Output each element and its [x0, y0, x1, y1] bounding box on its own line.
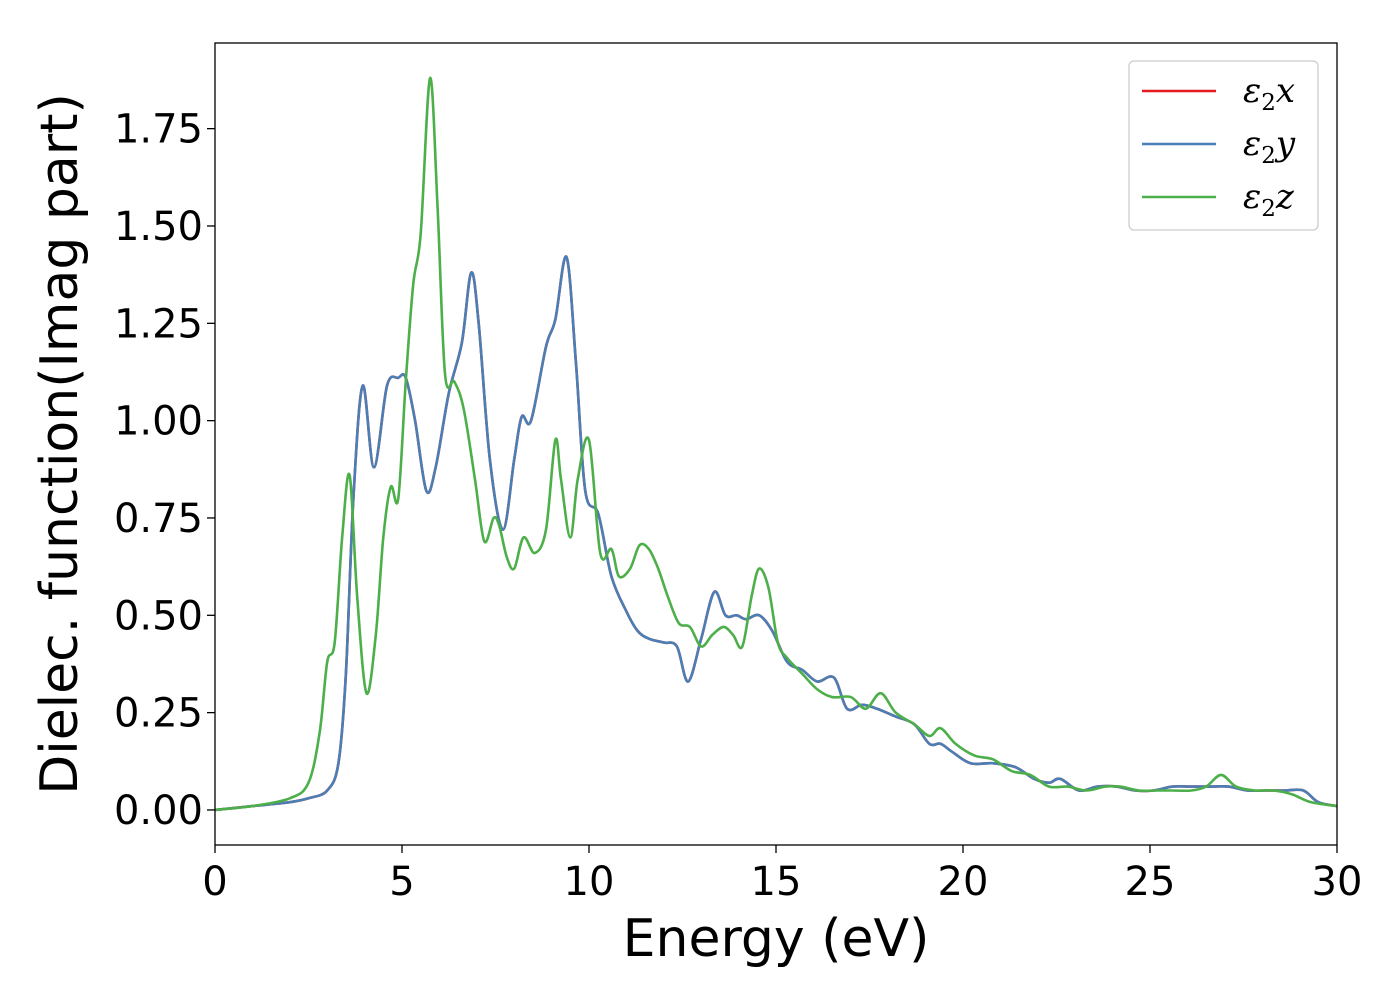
x-tick-label: 15 [751, 859, 802, 905]
y-tick-label: 1.50 [114, 204, 203, 250]
y-tick-label: 0.50 [114, 593, 203, 639]
x-axis-label: Energy (eV) [623, 909, 930, 969]
series-line-z [214, 76, 1338, 812]
legend-frame [1128, 60, 1319, 231]
legend-label-x: ε2x [1243, 71, 1295, 116]
y-tick-label: 1.75 [114, 107, 203, 153]
x-tick-label: 30 [1312, 859, 1363, 905]
y-tick-label: 0.75 [114, 496, 203, 542]
y-tick-label: 1.00 [114, 399, 203, 445]
x-tick-label: 25 [1125, 859, 1176, 905]
x-tick-label: 10 [564, 859, 615, 905]
legend: ε2x ε2y ε2z [1128, 60, 1319, 231]
y-tick-label: 0.00 [114, 788, 203, 834]
y-tick-label: 1.25 [114, 301, 203, 347]
x-tick-label: 5 [389, 859, 414, 905]
legend-label-y: ε2y [1243, 124, 1296, 169]
y-axis: 0.00 0.25 0.50 0.75 1.00 1.25 1.50 1.75 [114, 107, 215, 834]
series-layer [214, 76, 1338, 812]
y-axis-label: Dielec. function(Imag part) [30, 93, 90, 795]
legend-label-z: ε2z [1243, 177, 1295, 222]
y-tick-label: 0.25 [114, 691, 203, 737]
x-tick-label: 0 [202, 859, 227, 905]
x-tick-label: 20 [938, 859, 989, 905]
x-axis: 0 5 10 15 20 25 30 [202, 845, 1362, 905]
